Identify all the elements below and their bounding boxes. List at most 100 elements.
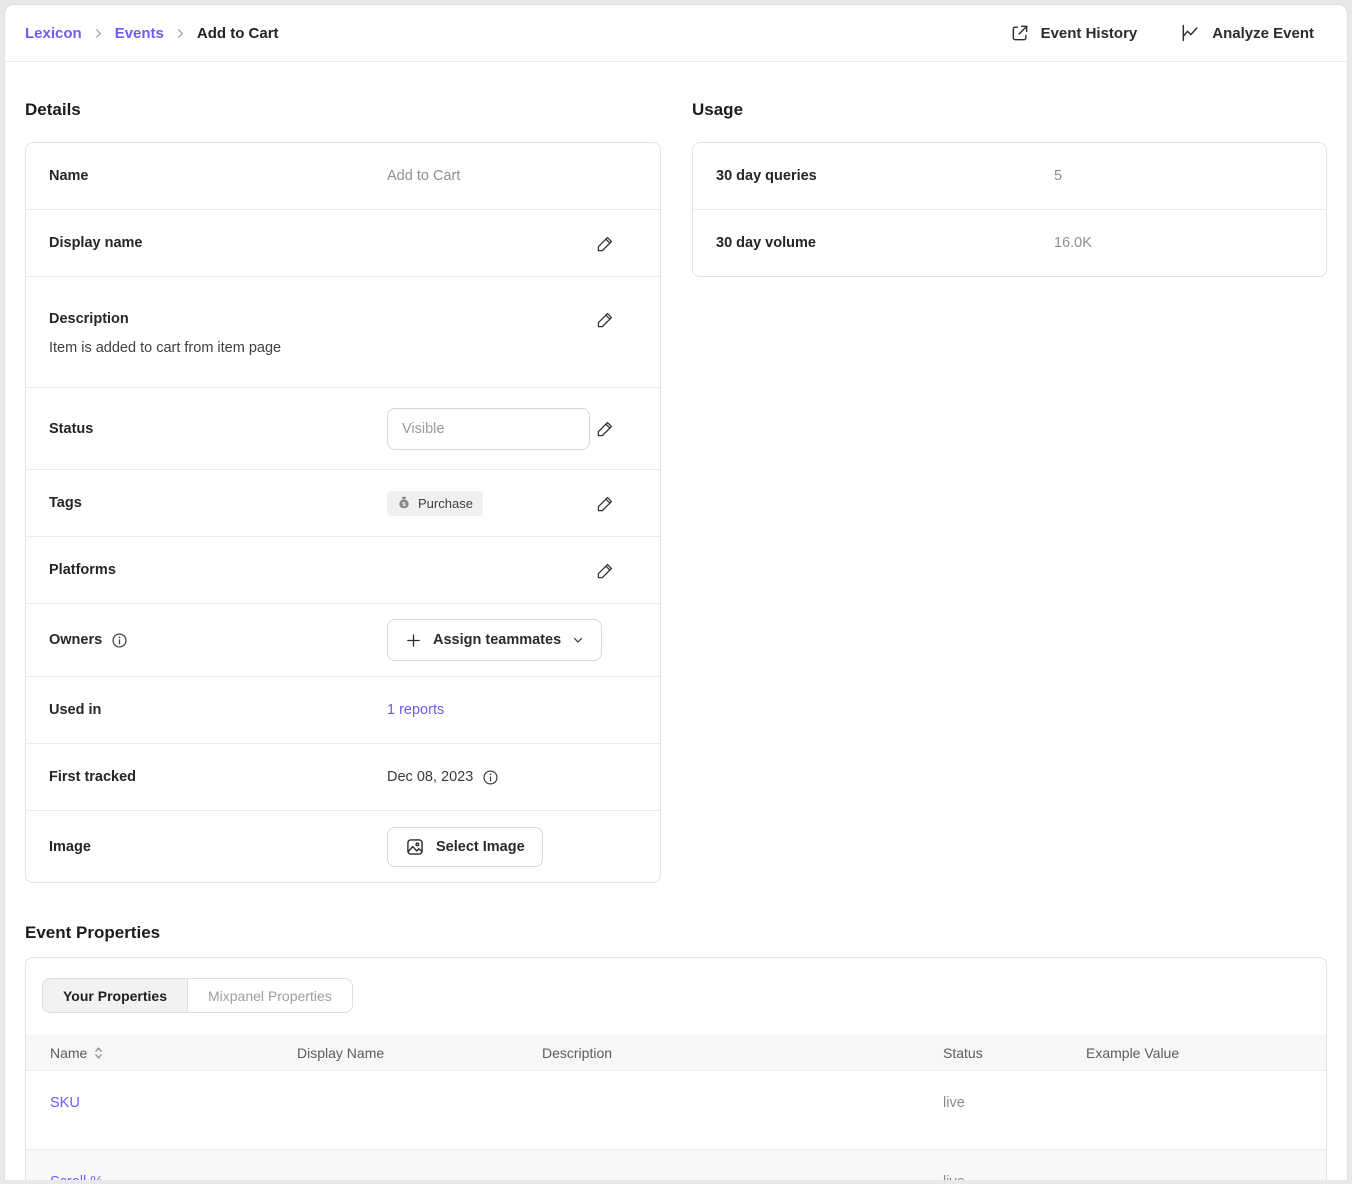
assign-teammates-button[interactable]: Assign teammates <box>387 619 603 661</box>
tab-your-properties[interactable]: Your Properties <box>43 979 187 1012</box>
money-bag-icon: $ <box>399 496 409 509</box>
breadcrumb: Lexicon Events Add to Cart <box>25 25 279 42</box>
event-history-button[interactable]: Event History <box>1010 23 1138 43</box>
column-header-example-value[interactable]: Example Value <box>1086 1044 1180 1061</box>
detail-row-status: Status <box>26 387 660 469</box>
name-label: Name <box>49 168 89 184</box>
event-history-label: Event History <box>1040 24 1138 42</box>
sort-icon <box>94 1046 103 1060</box>
edit-status-button[interactable] <box>594 418 616 440</box>
image-label: Image <box>49 838 91 855</box>
description-value: Item is added to cart from item page <box>49 340 282 356</box>
edit-display-name-button[interactable] <box>594 232 616 254</box>
column-header-name[interactable]: Name <box>26 1035 297 1070</box>
select-image-button[interactable]: Select Image <box>387 826 543 867</box>
tag-label: Purchase <box>418 495 473 511</box>
chevron-down-icon <box>572 634 584 646</box>
property-example-value <box>1086 1071 1326 1149</box>
chevron-right-icon <box>175 28 186 39</box>
column-header-description[interactable]: Description <box>542 1044 613 1061</box>
info-icon[interactable] <box>482 769 499 786</box>
detail-row-tags: Tags $ Purchase <box>26 469 660 536</box>
analyze-event-label: Analyze Event <box>1212 24 1314 42</box>
event-properties-card: Your Properties Mixpanel Properties Name… <box>25 957 1327 1180</box>
info-icon[interactable] <box>111 632 128 649</box>
breadcrumb-events[interactable]: Events <box>114 24 164 42</box>
usage-card: 30 day queries 5 30 day volume 16.0K <box>692 142 1327 277</box>
tag-purchase[interactable]: $ Purchase <box>387 490 483 516</box>
select-image-label: Select Image <box>436 838 525 855</box>
used-in-label: Used in <box>49 702 102 718</box>
details-section-title: Details <box>25 100 81 119</box>
tab-mixpanel-properties[interactable]: Mixpanel Properties <box>187 979 352 1012</box>
breadcrumb-current-event: Add to Cart <box>196 24 279 42</box>
detail-row-owners: Owners Assign teammates <box>26 603 660 676</box>
assign-teammates-label: Assign teammates <box>433 632 562 648</box>
image-icon <box>405 837 425 857</box>
used-in-reports-link[interactable]: 1 reports <box>387 702 445 718</box>
first-tracked-value: Dec 08, 2023 <box>387 769 474 785</box>
status-input[interactable] <box>387 407 590 450</box>
breadcrumb-lexicon[interactable]: Lexicon <box>25 24 82 42</box>
properties-tab-group: Your Properties Mixpanel Properties <box>42 978 353 1013</box>
column-header-display-name[interactable]: Display Name <box>297 1044 385 1061</box>
svg-text:$: $ <box>402 502 406 508</box>
pencil-icon <box>597 496 612 511</box>
queries-label: 30 day queries <box>716 168 817 184</box>
tags-label: Tags <box>49 495 82 511</box>
property-display-name <box>297 1150 542 1180</box>
volume-label: 30 day volume <box>716 235 816 251</box>
pencil-icon <box>597 563 612 578</box>
detail-row-first-tracked: First tracked Dec 08, 2023 <box>26 743 660 810</box>
property-status: live <box>943 1150 1086 1180</box>
properties-table-header: Name Display Name Description Status Exa… <box>26 1035 1326 1071</box>
detail-row-display-name: Display name <box>26 209 660 276</box>
top-bar-actions: Event History Analyze Event <box>1010 23 1314 43</box>
detail-row-platforms: Platforms <box>26 536 660 603</box>
table-row: SKU live <box>26 1071 1326 1149</box>
pencil-icon <box>597 312 612 327</box>
status-label: Status <box>49 420 94 437</box>
property-description <box>542 1071 943 1149</box>
pencil-icon <box>597 421 612 437</box>
property-description <box>542 1150 943 1180</box>
main-content: Details Name Add to Cart Display name <box>5 62 1347 1180</box>
lexicon-event-detail-page: Lexicon Events Add to Cart Event History <box>4 4 1348 1180</box>
first-tracked-label: First tracked <box>49 769 137 785</box>
property-display-name <box>297 1071 542 1149</box>
details-card: Name Add to Cart Display name Descriptio… <box>25 142 661 883</box>
top-bar: Lexicon Events Add to Cart Event History <box>5 5 1347 62</box>
detail-row-used-in: Used in 1 reports <box>26 676 660 743</box>
platforms-label: Platforms <box>49 562 116 578</box>
property-status: live <box>943 1095 965 1111</box>
properties-table: Name Display Name Description Status Exa… <box>26 1035 1326 1180</box>
usage-row-volume: 30 day volume 16.0K <box>693 209 1326 276</box>
detail-row-image: Image Select Image <box>26 810 660 882</box>
owners-label: Owners <box>49 632 103 648</box>
external-link-icon <box>1010 23 1030 43</box>
chevron-right-icon <box>93 28 104 39</box>
property-link-scroll[interactable]: Scroll % <box>26 1150 297 1180</box>
edit-tags-button[interactable] <box>594 492 616 514</box>
detail-row-name: Name Add to Cart <box>26 143 660 209</box>
description-label: Description <box>49 311 129 327</box>
edit-description-button[interactable] <box>594 308 616 330</box>
table-row: Scroll % live <box>26 1149 1326 1180</box>
detail-row-description: Description Item is added to cart from i… <box>26 276 660 387</box>
edit-platforms-button[interactable] <box>594 559 616 581</box>
chart-line-icon <box>1179 23 1201 43</box>
event-properties-title: Event Properties <box>25 923 161 942</box>
name-column-label: Name <box>50 1044 88 1061</box>
property-example-value <box>1086 1150 1326 1180</box>
usage-section-title: Usage <box>692 100 744 119</box>
analyze-event-button[interactable]: Analyze Event <box>1179 23 1314 43</box>
property-link-sku[interactable]: SKU <box>50 1095 80 1111</box>
volume-value: 16.0K <box>1054 235 1092 251</box>
event-properties-section: Event Properties Your Properties Mixpane… <box>25 923 1327 1180</box>
plus-icon <box>405 632 422 649</box>
pencil-icon <box>597 236 612 251</box>
column-header-status[interactable]: Status <box>943 1044 983 1061</box>
name-value: Add to Cart <box>387 168 461 184</box>
display-name-label: Display name <box>49 235 143 251</box>
usage-row-queries: 30 day queries 5 <box>693 143 1326 209</box>
